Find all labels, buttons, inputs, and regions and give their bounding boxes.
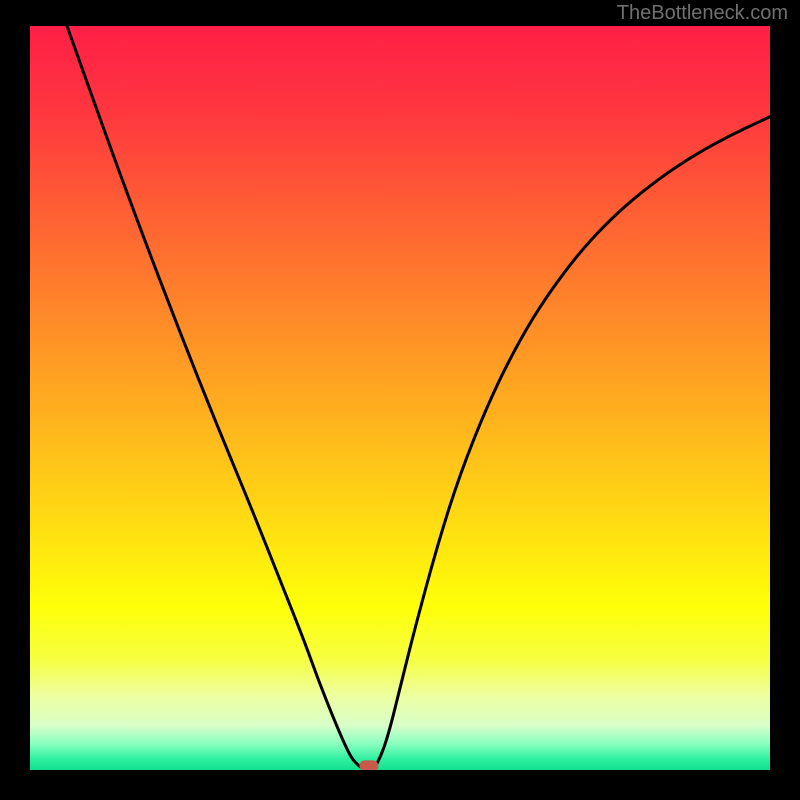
minimum-marker — [359, 760, 378, 770]
curve-left-branch — [67, 26, 363, 769]
curve-layer — [30, 26, 770, 770]
watermark-text: TheBottleneck.com — [617, 2, 788, 25]
plot-area — [30, 26, 770, 770]
curve-right-branch — [374, 117, 770, 769]
